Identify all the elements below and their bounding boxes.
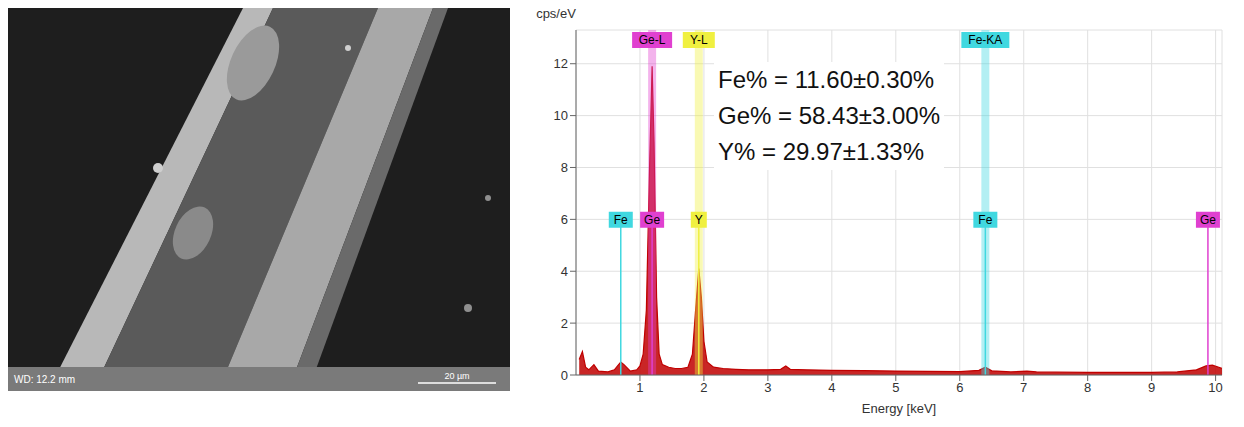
html-text:Ge% = 58.43±3.00%: Ge% = 58.43±3.00% [718,102,940,129]
svg-text:Y: Y [695,213,703,227]
svg-text:2: 2 [561,316,568,331]
svg-text:Fe: Fe [614,213,628,227]
svg-text:12: 12 [554,56,568,71]
svg-text:1: 1 [636,380,643,395]
svg-text:5: 5 [892,380,899,395]
svg-text:4: 4 [828,380,835,395]
svg-text:8: 8 [561,160,568,175]
svg-text:4: 4 [561,264,568,279]
svg-text:WD: 12.2 mm: WD: 12.2 mm [14,374,75,385]
svg-text:Fe: Fe [978,213,992,227]
svg-text:7: 7 [1020,380,1027,395]
html-text:Fe% = 11.60±0.30%: Fe% = 11.60±0.30% [718,66,935,93]
svg-text:2: 2 [700,380,707,395]
svg-text:Fe-KA: Fe-KA [968,33,1002,47]
svg-text:3: 3 [764,380,771,395]
svg-text:6: 6 [956,380,963,395]
svg-text:cps/eV: cps/eV [536,6,576,21]
svg-text:10: 10 [1208,380,1222,395]
svg-text:Ge: Ge [644,213,660,227]
svg-text:0: 0 [561,368,568,383]
svg-text:Energy [keV]: Energy [keV] [862,401,936,416]
html-text:Y% = 29.97±1.33%: Y% = 29.97±1.33% [718,138,924,165]
svg-text:6: 6 [561,212,568,227]
svg-text:Ge: Ge [1200,213,1216,227]
svg-text:Y-L: Y-L [690,33,708,47]
svg-text:Ge-L: Ge-L [639,33,666,47]
svg-text:10: 10 [554,108,568,123]
svg-text:20 µm: 20 µm [444,371,469,381]
svg-text:9: 9 [1148,380,1155,395]
svg-text:8: 8 [1084,380,1091,395]
